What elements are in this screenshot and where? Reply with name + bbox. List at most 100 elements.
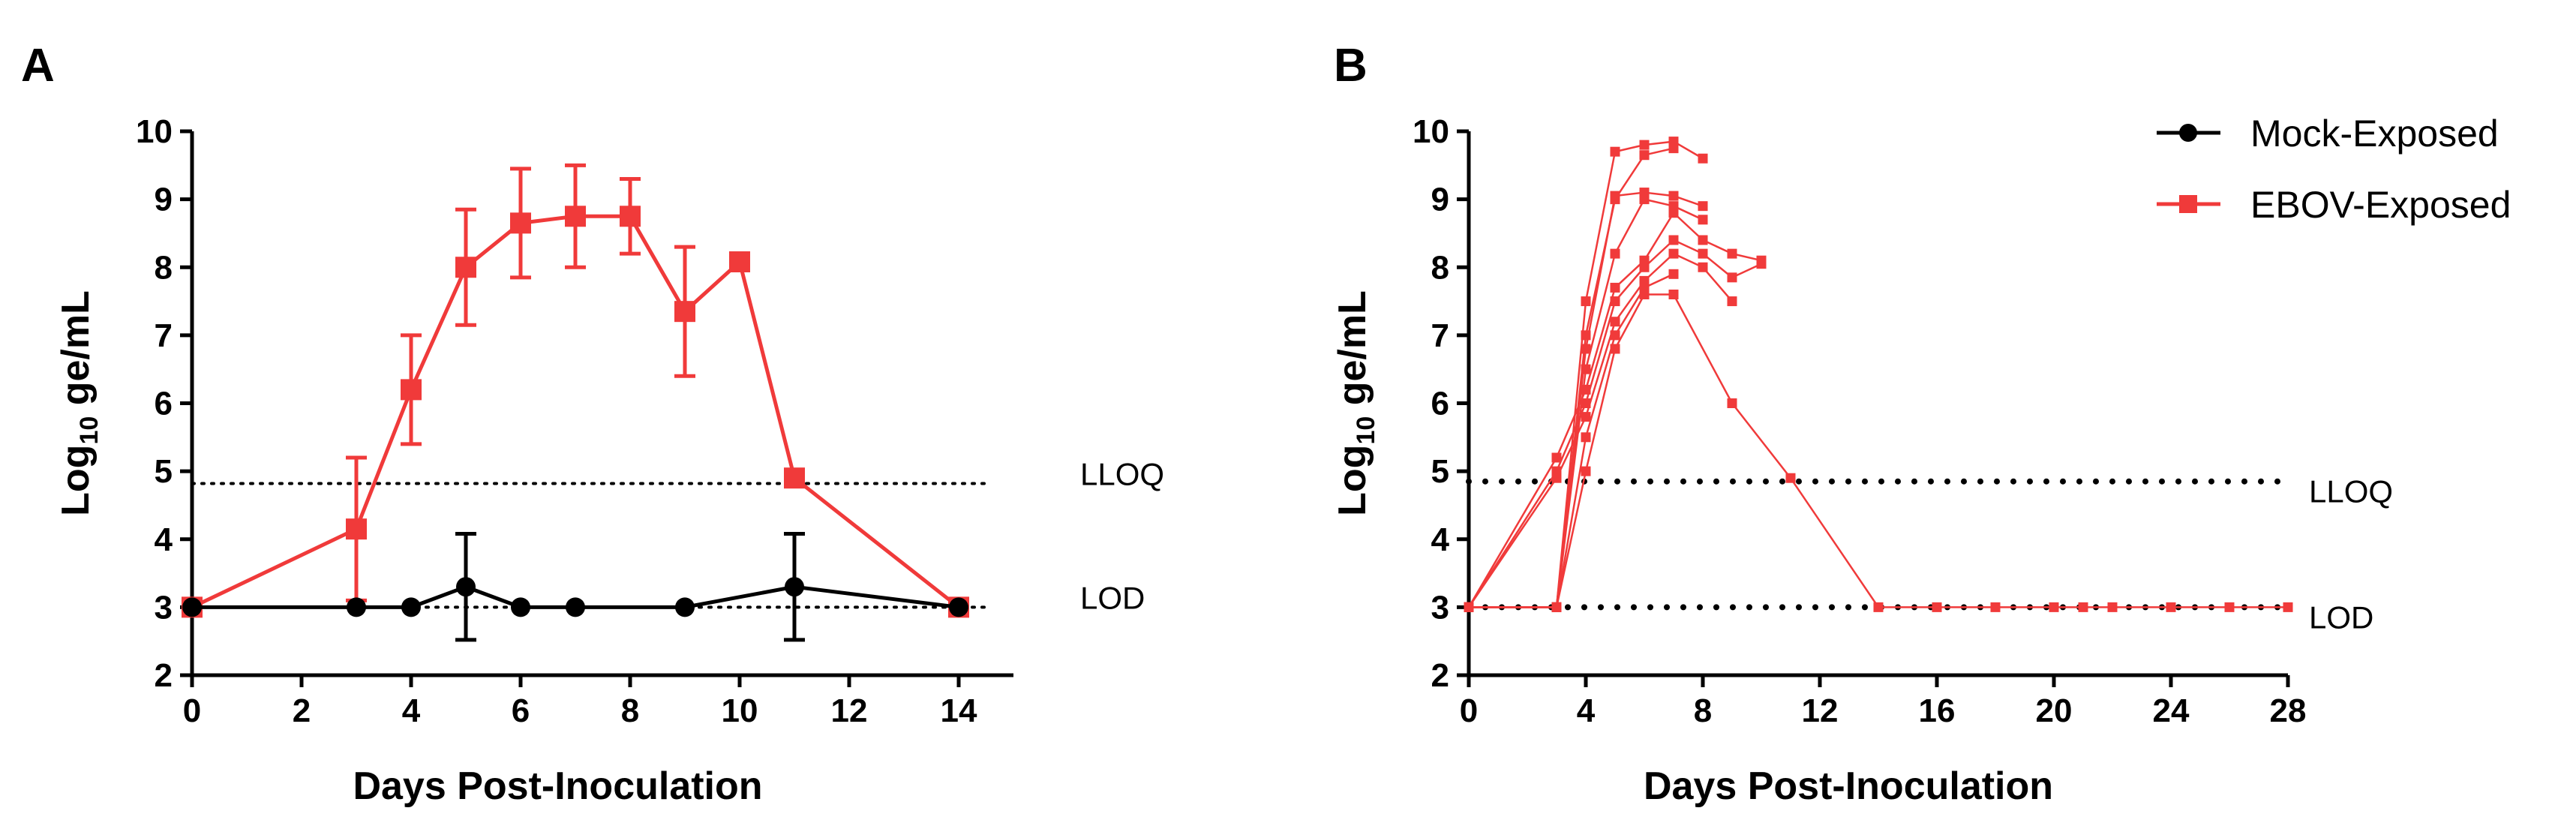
panel-b-y-axis-title-subscript: 10 (1352, 416, 1380, 445)
panel-a-series-line (191, 214, 960, 609)
panel-b-ref-label-lod: LOD (2309, 599, 2373, 635)
panel-b-ebov-point (1610, 248, 1620, 259)
panel-a-mock-point (401, 597, 421, 617)
panel-b-x-axis-title: Days Post-Inoculation (1644, 764, 2053, 808)
panel-a-x-tick-label: 14 (941, 692, 977, 729)
panel-a-mock-point (566, 597, 585, 617)
panel-b-ebov-point (1551, 473, 1562, 483)
panel-b-ebov-point (1610, 146, 1620, 157)
panel-a-y-axis-title: Log10 ge/mL (54, 290, 104, 516)
panel-b-ebov-point (1668, 143, 1679, 154)
panel-a-y-axis-title-suffix: ge/mL (54, 290, 98, 416)
panel-a-x-tick-label: 8 (621, 692, 639, 729)
panel-b-y-tick-label: 5 (1431, 453, 1449, 490)
panel-b-ebov-point (1639, 150, 1650, 161)
panel-b-x-tick-label: 28 (2270, 692, 2307, 729)
panel-b-ebov-point (1785, 473, 1796, 483)
panel-a-mock-point (456, 577, 476, 597)
panel-b-ref-label-lloq: LLOQ (2309, 474, 2393, 509)
panel-b-x-tick-label: 8 (1694, 692, 1712, 729)
legend-mock-marker (2179, 124, 2197, 142)
panel-b-x-tick-label: 24 (2153, 692, 2190, 729)
panel-a-y-tick-label: 9 (155, 182, 173, 218)
panel-a-y-tick-label: 7 (155, 317, 173, 354)
panel-a-x-tick-label: 0 (183, 692, 201, 729)
panel-b-ebov-point (1581, 296, 1591, 307)
panel-a-x-axis-title: Days Post-Inoculation (353, 764, 762, 808)
panel-b-y-tick-label: 8 (1431, 249, 1449, 286)
panel-b-y-tick-label: 9 (1431, 182, 1449, 218)
panel-b-ebov-point (2078, 602, 2088, 612)
panel-b-series-line (1467, 252, 1733, 608)
panel-b-y-axis-title-suffix: ge/mL (1331, 290, 1374, 416)
panel-a-y-tick-label: 10 (136, 113, 173, 150)
panel-a-x-tick-label: 6 (512, 692, 530, 729)
panel-a-y-tick-label: 4 (155, 521, 173, 558)
panel-b-ebov-point (1610, 317, 1620, 327)
panel-a-y-tick-label: 5 (155, 453, 173, 490)
panel-b-axes: 2 3 4 5 6 7 8 9 10 0 4 8 12 16 20 24 28 (1413, 113, 2306, 729)
panel-b-ebov-point (1698, 248, 1708, 259)
legend: Mock-Exposed EBOV-Exposed (2157, 113, 2511, 226)
panel-b-ebov-point (1668, 235, 1679, 245)
panel-b-ebov-point (1727, 296, 1737, 307)
panel-b-series-line (1469, 273, 1674, 608)
panel-a-series (182, 163, 969, 642)
panel-a-x-tick-label: 12 (831, 692, 868, 729)
panel-a-ebov-point (784, 467, 805, 489)
panel-a-y-axis-title-subscript: 10 (75, 416, 104, 445)
legend-mock-label: Mock-Exposed (2250, 113, 2499, 155)
panel-a-ebov-point (510, 212, 531, 234)
panel-b-ebov-point (1727, 398, 1737, 408)
panel-b-ebov-point (1551, 602, 1562, 612)
panel-b-ebov-point (1610, 282, 1620, 293)
panel-b-y-axis-title-prefix: Log (1331, 445, 1374, 516)
panel-a-ebov-point (565, 206, 586, 227)
panel-b-series-ebov-7 (1464, 248, 1737, 612)
panel-b-x-tick-label: 4 (1577, 692, 1596, 729)
panel-b-ebov-point (1610, 330, 1620, 341)
panel-b-ebov-point (1581, 466, 1591, 476)
panel-b-ebov-point (1756, 259, 1767, 269)
panel-b-series (1464, 137, 2293, 612)
panel-b-ebov-point (1668, 269, 1679, 279)
panel-a-ebov-point (401, 379, 422, 401)
panel-a-label: A (21, 40, 55, 92)
panel-b-ebov-point (1698, 215, 1708, 225)
panel-b-label: B (1334, 40, 1368, 92)
panel-a-ebov-point (729, 251, 750, 272)
panel-b-ebov-point (2049, 602, 2059, 612)
panel-a-y-tick-label: 3 (155, 589, 173, 626)
panel-b-y-tick-label: 2 (1431, 657, 1449, 694)
panel-a-mock-point (182, 597, 202, 617)
panel-b-ebov-point (2283, 602, 2293, 612)
panel-b-x-tick-label: 12 (1802, 692, 1839, 729)
legend-ebov-label: EBOV-Exposed (2250, 184, 2511, 226)
panel-a-y-axis-title-prefix: Log (54, 445, 98, 516)
panel-b-ebov-point (1610, 344, 1620, 354)
panel-b-ebov-point (1610, 296, 1620, 307)
panel-b-series-line (1467, 239, 1762, 608)
panel-a-x-tick-label: 4 (402, 692, 421, 729)
panel-b-x-tick-label: 16 (1919, 692, 1956, 729)
panel-a-ebov-point (455, 257, 476, 278)
panel-b-ebov-point (1932, 602, 1942, 612)
panel-a-y-tick-label: 8 (155, 249, 173, 286)
panel-b-x-tick-label: 20 (2036, 692, 2073, 729)
panel-b-ebov-point (1610, 191, 1620, 201)
panel-b-ebov-point (1581, 344, 1591, 354)
panel-b-ebov-point (1698, 262, 1708, 272)
panel-a-series-ebov (182, 163, 969, 618)
panel-b-ebov-point (1668, 290, 1679, 299)
panel-a-mock-point (785, 577, 804, 597)
panel-b-series-ebov-9 (1464, 290, 2293, 612)
panel-b-ebov-point (1727, 248, 1737, 259)
panel-a-ebov-point (674, 301, 695, 323)
panel-b-ebov-point (1464, 602, 1474, 612)
panel-b-ebov-point (1639, 262, 1650, 272)
panel-b-ebov-point (1581, 412, 1591, 422)
panel-a-y-tick-label: 2 (155, 657, 173, 694)
panel-b-ebov-point (1581, 398, 1591, 408)
panel-b-y-tick-label: 3 (1431, 589, 1449, 626)
